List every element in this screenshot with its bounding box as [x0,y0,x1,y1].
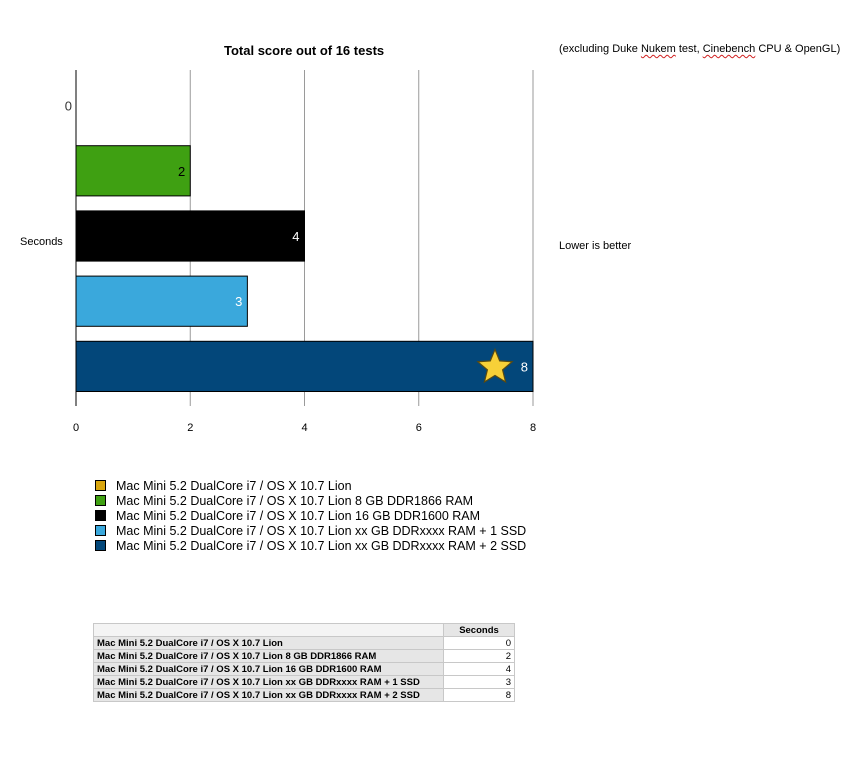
table-cell-value: 8 [443,688,515,702]
y-axis-label: Seconds [20,236,63,248]
bar-value-label: 4 [292,229,299,244]
table-row: Mac Mini 5.2 DualCore i7 / OS X 10.7 Lio… [93,649,515,663]
annotation-lower-is-better: Lower is better [559,240,632,252]
bar [75,275,248,327]
legend-label: Mac Mini 5.2 DualCore i7 / OS X 10.7 Lio… [116,478,352,493]
x-tick-label: 4 [301,422,307,434]
table-cell-value: 2 [443,649,515,663]
bar [75,145,191,197]
data-labels: 0 2 4 3 8 [65,99,528,384]
legend-label: Mac Mini 5.2 DualCore i7 / OS X 10.7 Lio… [116,538,527,553]
bar-value-label: 8 [521,359,528,374]
table-row: Mac Mini 5.2 DualCore i7 / OS X 10.7 Lio… [93,688,515,702]
note-nukem: Nukem [640,43,676,55]
table-row-label: Mac Mini 5.2 DualCore i7 / OS X 10.7 Lio… [93,649,444,663]
table-cell-value: 4 [443,662,515,676]
table-row-label: Mac Mini 5.2 DualCore i7 / OS X 10.7 Lio… [93,662,444,676]
legend-swatch [95,510,106,521]
table-cell-value: 3 [443,675,515,689]
x-tick-label: 0 [73,422,79,434]
table-row: Mac Mini 5.2 DualCore i7 / OS X 10.7 Lio… [93,662,515,676]
legend-label: Mac Mini 5.2 DualCore i7 / OS X 10.7 Lio… [116,493,474,508]
bar-value-label: 0 [65,99,72,114]
chart-note: (excluding Duke Nukem test, Cinebench CP… [559,43,840,55]
bar-value-label: 2 [178,164,185,179]
legend-item: Mac Mini 5.2 DualCore i7 / OS X 10.7 Lio… [95,478,526,493]
legend-label: Mac Mini 5.2 DualCore i7 / OS X 10.7 Lio… [116,508,481,523]
star-icon [476,347,514,384]
note-suffix: CPU & OpenGL) [755,43,841,55]
legend-item: Mac Mini 5.2 DualCore i7 / OS X 10.7 Lio… [95,508,526,523]
legend-item: Mac Mini 5.2 DualCore i7 / OS X 10.7 Lio… [95,523,526,538]
table-row: Mac Mini 5.2 DualCore i7 / OS X 10.7 Lio… [93,675,515,689]
table-header-row: Seconds [93,623,515,637]
legend-swatch [95,495,106,506]
note-middle: test, [675,43,703,55]
table-corner-cell [93,623,444,637]
legend-swatch [95,480,106,491]
data-table: Seconds Mac Mini 5.2 DualCore i7 / OS X … [93,623,515,702]
legend-swatch [95,540,106,551]
axes: 0 2 4 6 8 [73,70,536,434]
table-row: Mac Mini 5.2 DualCore i7 / OS X 10.7 Lio… [93,636,515,650]
bar [75,210,305,262]
chart-title: Total score out of 16 tests [224,43,385,58]
table-header-seconds: Seconds [443,623,515,637]
legend: Mac Mini 5.2 DualCore i7 / OS X 10.7 Lio… [95,478,526,553]
legend-item: Mac Mini 5.2 DualCore i7 / OS X 10.7 Lio… [95,493,526,508]
table-cell-value: 0 [443,636,515,650]
bar [75,340,534,393]
table-row-label: Mac Mini 5.2 DualCore i7 / OS X 10.7 Lio… [93,688,444,702]
note-prefix: (excluding Duke [559,43,641,55]
bar-value-label: 3 [235,294,242,309]
legend-label: Mac Mini 5.2 DualCore i7 / OS X 10.7 Lio… [116,523,527,538]
note-cinebench: Cinebench [702,43,756,55]
table-row-label: Mac Mini 5.2 DualCore i7 / OS X 10.7 Lio… [93,675,444,689]
x-tick-label: 2 [187,422,193,434]
table-row-label: Mac Mini 5.2 DualCore i7 / OS X 10.7 Lio… [93,636,444,650]
x-tick-label: 8 [530,422,536,434]
legend-item: Mac Mini 5.2 DualCore i7 / OS X 10.7 Lio… [95,538,526,553]
bars [75,145,534,393]
legend-swatch [95,525,106,536]
x-tick-label: 6 [416,422,422,434]
